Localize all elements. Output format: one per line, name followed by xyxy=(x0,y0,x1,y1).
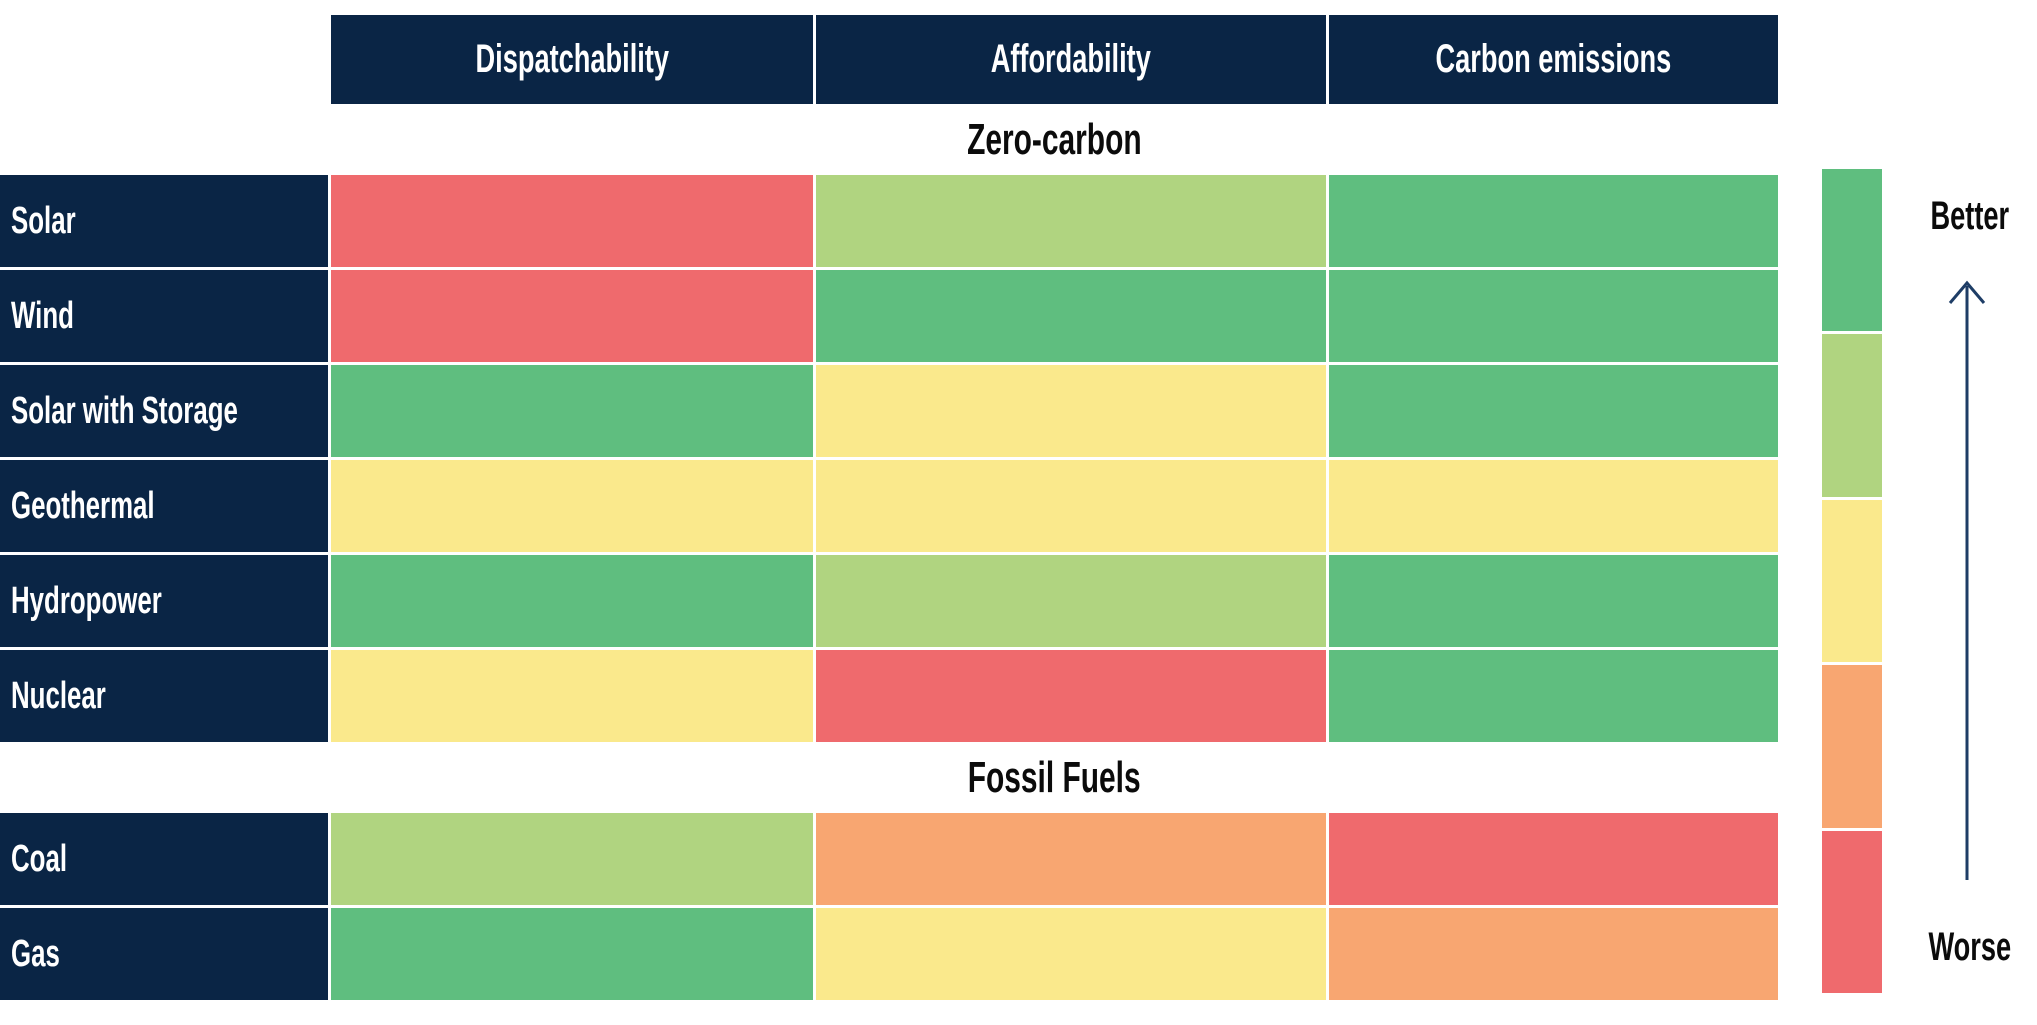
row-label-hydropower: Hydropower xyxy=(0,555,328,647)
column-header-label: Affordability xyxy=(990,37,1152,81)
cell-nuclear-dispatchability xyxy=(331,650,813,742)
row-label-nuclear: Nuclear xyxy=(0,650,328,742)
cell-geothermal-dispatchability xyxy=(331,460,813,552)
row-label-wind: Wind xyxy=(0,270,328,362)
legend-swatch-yellow xyxy=(1822,499,1882,663)
cell-solar-carbon-emissions xyxy=(1329,175,1778,267)
cell-wind-affordability xyxy=(816,270,1326,362)
column-header-row: Dispatchability Affordability Carbon emi… xyxy=(0,15,1778,104)
row-label-text: Nuclear xyxy=(11,674,106,717)
header-corner-spacer xyxy=(0,15,328,104)
cell-solar-dispatchability xyxy=(331,175,813,267)
better-direction-arrow-icon xyxy=(1948,280,1986,880)
legend-better-text: Better xyxy=(1930,193,2010,238)
section-title-fossil-fuels: Fossil Fuels xyxy=(331,742,1778,813)
cell-solar-with-storage-affordability xyxy=(816,365,1326,457)
row-label-text: Hydropower xyxy=(11,579,162,622)
column-header-label: Carbon emissions xyxy=(1435,37,1672,81)
cell-gas-affordability xyxy=(816,908,1326,1000)
legend-swatch-orange xyxy=(1822,665,1882,828)
cell-solar-with-storage-carbon-emissions xyxy=(1329,365,1778,457)
zero-carbon-rows: Solar Wind Solar with Storage Geothermal Hyd… xyxy=(0,175,1778,742)
row-label-gas: Gas xyxy=(0,908,328,1000)
legend-worse-label: Worse xyxy=(1890,921,2037,973)
section-title-zero-carbon: Zero-carbon xyxy=(331,104,1778,175)
cell-nuclear-affordability xyxy=(816,650,1326,742)
cell-solar-affordability xyxy=(816,175,1326,267)
cell-gas-dispatchability xyxy=(331,908,813,1000)
cell-wind-dispatchability xyxy=(331,270,813,362)
row-label-coal: Coal xyxy=(0,813,328,905)
row-label-text: Gas xyxy=(11,932,60,975)
cell-coal-dispatchability xyxy=(331,813,813,905)
legend-worse-text: Worse xyxy=(1928,924,2012,969)
row-label-solar-with-storage: Solar with Storage xyxy=(0,365,328,457)
cell-hydropower-dispatchability xyxy=(331,555,813,647)
column-header-affordability: Affordability xyxy=(816,15,1326,104)
cell-coal-carbon-emissions xyxy=(1329,813,1778,905)
cell-geothermal-affordability xyxy=(816,460,1326,552)
row-label-text: Solar with Storage xyxy=(11,389,238,432)
legend-swatch-green xyxy=(1822,169,1882,332)
cell-coal-affordability xyxy=(816,813,1326,905)
cell-geothermal-carbon-emissions xyxy=(1329,460,1778,552)
cell-nuclear-carbon-emissions xyxy=(1329,650,1778,742)
row-label-text: Coal xyxy=(11,837,68,880)
row-label-text: Solar xyxy=(11,199,76,242)
cell-hydropower-carbon-emissions xyxy=(1329,555,1778,647)
cell-solar-with-storage-dispatchability xyxy=(331,365,813,457)
column-header-carbon-emissions: Carbon emissions xyxy=(1329,15,1778,104)
row-label-text: Wind xyxy=(11,294,74,337)
row-label-text: Geothermal xyxy=(11,484,155,527)
section-title-text: Zero-carbon xyxy=(967,114,1142,164)
column-header-dispatchability: Dispatchability xyxy=(331,15,813,104)
row-label-solar: Solar xyxy=(0,175,328,267)
fossil-fuels-rows: Coal Gas xyxy=(0,813,1778,1000)
cell-gas-carbon-emissions xyxy=(1329,908,1778,1000)
legend-swatch-red xyxy=(1822,830,1882,994)
cell-hydropower-affordability xyxy=(816,555,1326,647)
row-label-geothermal: Geothermal xyxy=(0,460,328,552)
legend-color-scale xyxy=(1822,169,1882,994)
column-header-label: Dispatchability xyxy=(475,37,669,81)
cell-wind-carbon-emissions xyxy=(1329,270,1778,362)
legend-better-label: Better xyxy=(1890,190,2037,242)
legend-swatch-light-green xyxy=(1822,334,1882,497)
section-title-text: Fossil Fuels xyxy=(968,752,1141,802)
